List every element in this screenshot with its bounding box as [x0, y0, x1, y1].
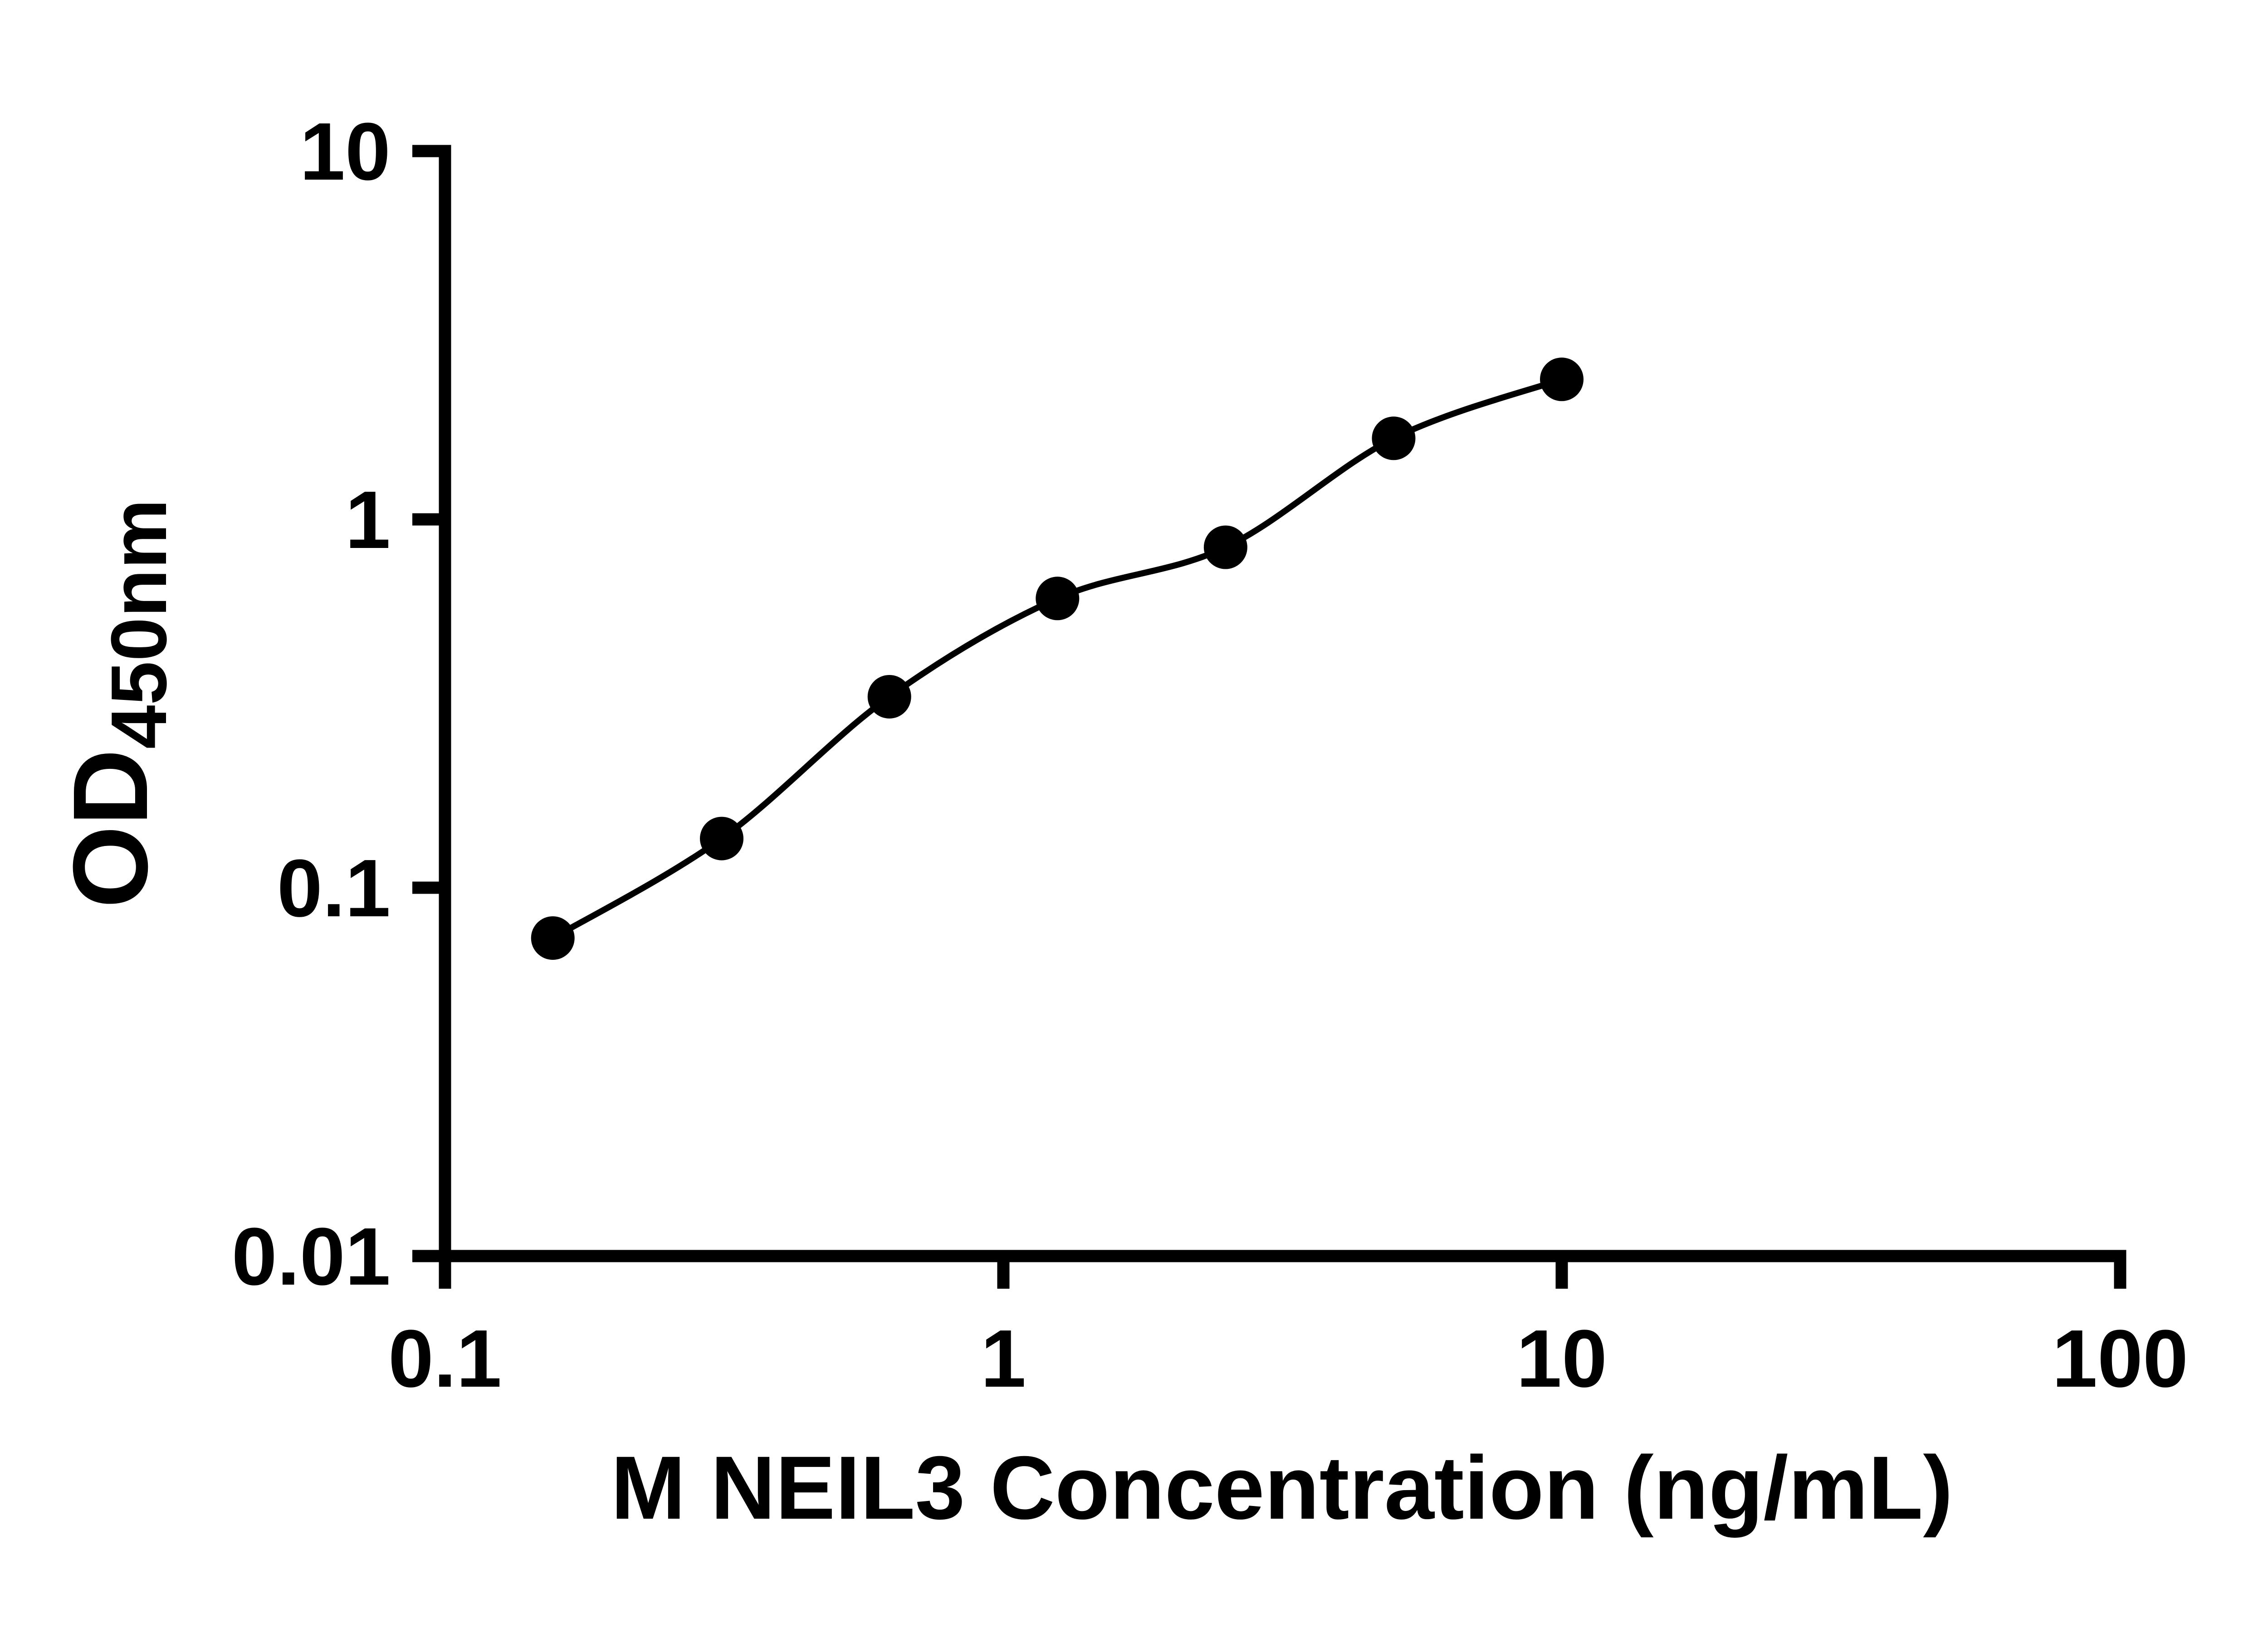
data-point	[1540, 357, 1584, 401]
x-tick-label: 0.1	[388, 1313, 502, 1404]
axes	[439, 145, 2126, 1262]
y-tick-label: 10	[300, 106, 391, 197]
x-axis-ticks: 0.1 1 10 100	[388, 1256, 2188, 1404]
y-axis-ticks: 0.01 0.1 1 10	[232, 106, 445, 1302]
data-points-group	[531, 357, 1584, 960]
data-point	[1372, 416, 1416, 460]
x-tick-label: 10	[1516, 1313, 1607, 1404]
x-tick-label: 100	[2052, 1313, 2188, 1404]
y-axis-title-main: OD	[51, 749, 170, 908]
data-point	[1036, 577, 1080, 621]
fit-curve-group	[551, 376, 1563, 941]
x-tick-label: 1	[981, 1313, 1026, 1404]
y-tick-label: 0.01	[232, 1211, 391, 1302]
data-point	[531, 916, 575, 960]
y-tick-label: 0.1	[277, 843, 391, 934]
y-axis-title-subscript: 450nm	[94, 499, 183, 749]
data-point	[700, 816, 744, 861]
y-axis-title: OD450nm	[51, 499, 183, 908]
axis-spine	[439, 145, 2126, 1262]
fit-curve	[551, 376, 1563, 941]
data-point	[867, 675, 911, 719]
data-point	[1203, 525, 1247, 569]
y-tick-label: 1	[345, 474, 391, 566]
x-axis-title: M NEIL3 Concentration (ng/mL)	[611, 1437, 1953, 1538]
